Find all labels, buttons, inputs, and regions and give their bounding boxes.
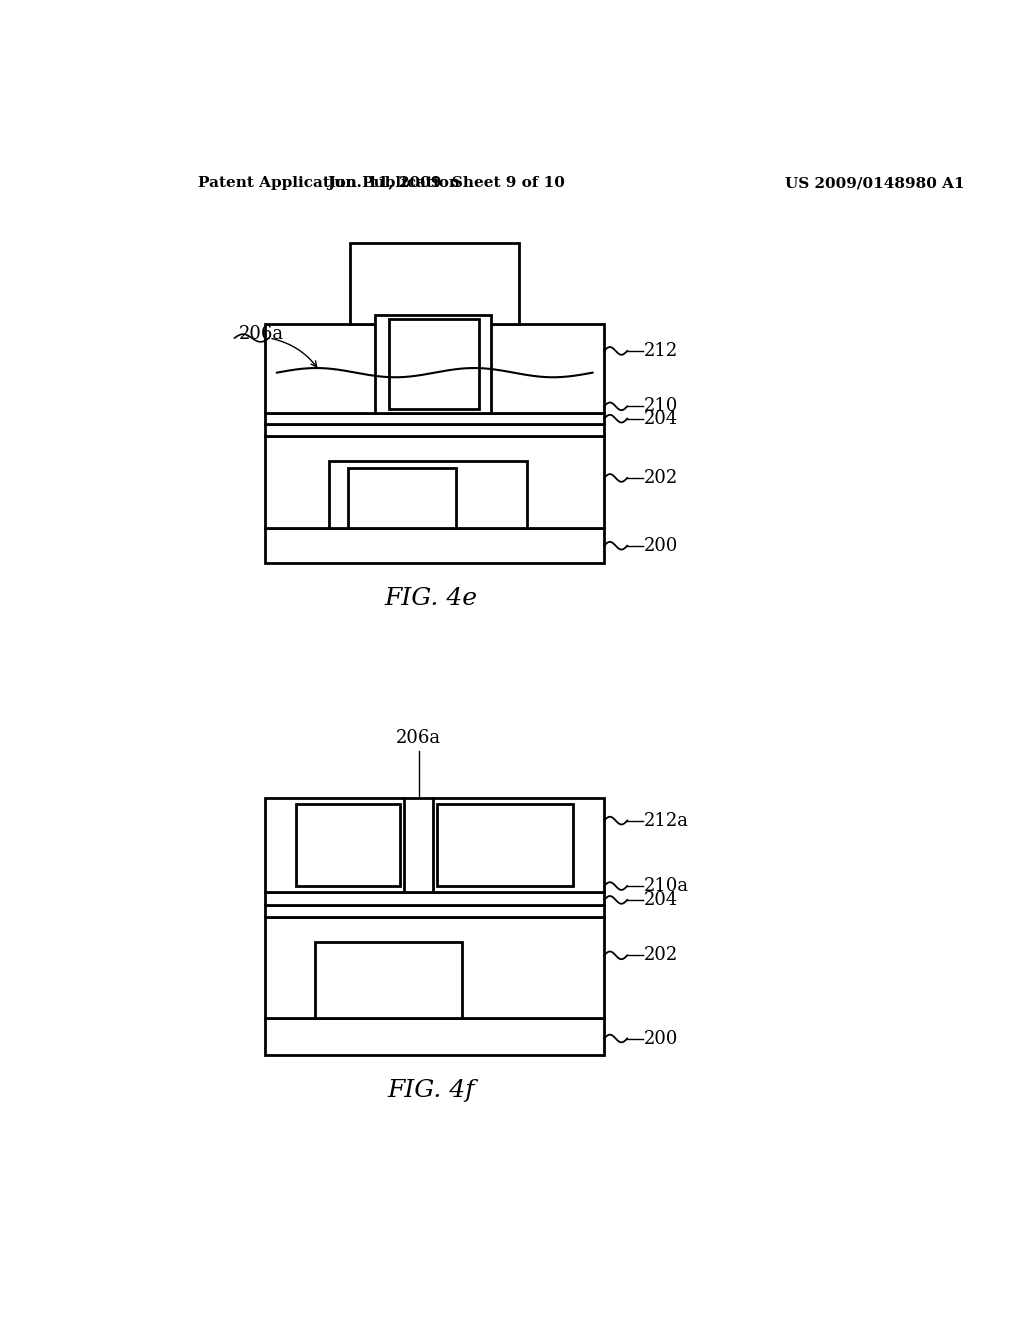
Bar [265,424,604,436]
Text: 200: 200 [644,537,679,554]
Bar [265,1019,604,1056]
Text: 212a: 212a [644,812,689,829]
Text: 202: 202 [644,469,679,487]
Bar [265,906,604,917]
Text: 202: 202 [644,946,679,965]
Bar [437,804,573,886]
Bar [265,797,604,892]
Text: 206a: 206a [396,730,441,747]
Text: 206a: 206a [239,325,284,343]
Bar [265,436,604,528]
Bar [388,318,478,409]
Bar [265,917,604,1019]
Bar [376,314,490,412]
Bar [350,243,519,323]
Text: 212: 212 [644,342,679,360]
Text: Jun. 11, 2009  Sheet 9 of 10: Jun. 11, 2009 Sheet 9 of 10 [328,176,565,190]
Text: FIG. 4e: FIG. 4e [384,587,477,610]
Bar [330,462,527,528]
Text: Patent Application Publication: Patent Application Publication [198,176,460,190]
Text: 204: 204 [644,409,679,428]
Text: FIG. 4f: FIG. 4f [387,1078,474,1102]
Text: 200: 200 [644,1030,679,1048]
Text: 210: 210 [644,397,679,416]
Bar [315,942,462,1019]
Bar [265,413,604,424]
Bar [265,323,604,412]
Bar [265,892,604,906]
Text: US 2009/0148980 A1: US 2009/0148980 A1 [785,176,965,190]
Bar [296,804,400,886]
Text: 210a: 210a [644,876,689,895]
Bar [265,528,604,562]
Bar [348,469,456,528]
Text: 204: 204 [644,891,679,909]
